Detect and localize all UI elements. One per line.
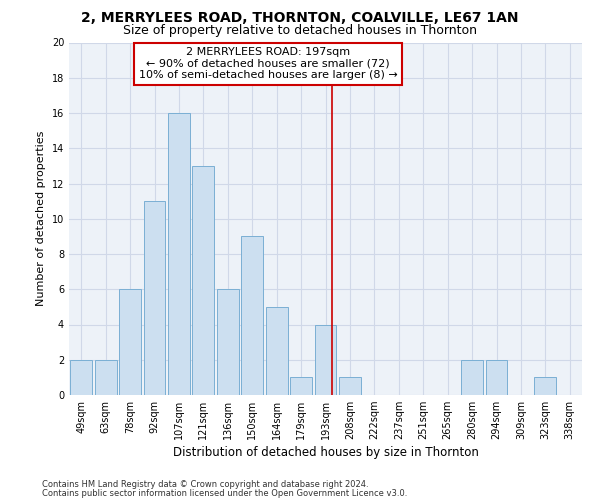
Text: Contains public sector information licensed under the Open Government Licence v3: Contains public sector information licen… [42,488,407,498]
Text: Contains HM Land Registry data © Crown copyright and database right 2024.: Contains HM Land Registry data © Crown c… [42,480,368,489]
Bar [461,360,483,395]
Bar [95,360,116,395]
Text: 2 MERRYLEES ROAD: 197sqm
← 90% of detached houses are smaller (72)
10% of semi-d: 2 MERRYLEES ROAD: 197sqm ← 90% of detach… [139,47,397,80]
Bar [266,307,287,395]
Y-axis label: Number of detached properties: Number of detached properties [36,131,46,306]
Bar [217,289,239,395]
Bar [119,289,141,395]
Bar [193,166,214,395]
Bar [290,378,312,395]
Bar [339,378,361,395]
Text: 2, MERRYLEES ROAD, THORNTON, COALVILLE, LE67 1AN: 2, MERRYLEES ROAD, THORNTON, COALVILLE, … [81,11,519,25]
Bar [70,360,92,395]
Bar [314,324,337,395]
X-axis label: Distribution of detached houses by size in Thornton: Distribution of detached houses by size … [173,446,478,460]
Bar [168,113,190,395]
Bar [485,360,508,395]
Bar [535,378,556,395]
Bar [143,201,166,395]
Bar [241,236,263,395]
Text: Size of property relative to detached houses in Thornton: Size of property relative to detached ho… [123,24,477,37]
